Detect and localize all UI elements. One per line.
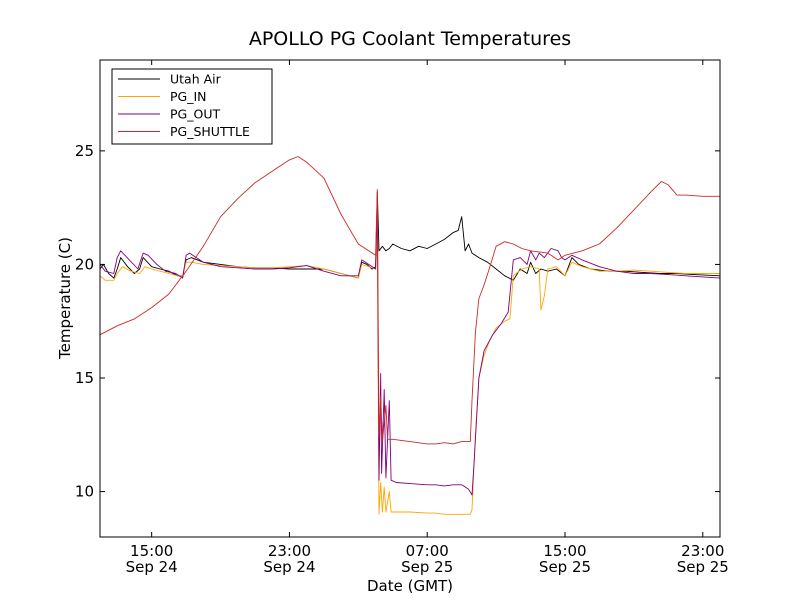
plot-frame [99, 59, 721, 538]
y-tick-label: 10 [75, 483, 94, 501]
legend-label: Utah Air [170, 72, 222, 87]
x-tick-label-time: 15:00 [130, 542, 173, 560]
legend-label: PG_IN [170, 89, 207, 104]
y-axis-ticks: 10 15 20 25 [75, 142, 720, 501]
x-tick-label-date: Sep 25 [401, 558, 453, 576]
y-tick-label: 15 [75, 369, 94, 387]
legend-label: PG_SHUTTLE [170, 124, 250, 139]
x-tick-label-date: Sep 24 [126, 558, 178, 576]
legend-label: PG_OUT [170, 107, 220, 122]
series-layer [99, 156, 721, 515]
y-tick-label: 20 [75, 255, 94, 273]
series-line-pg-shuttle [99, 156, 720, 445]
legend: Utah Air PG_IN PG_OUT PG_SHUTTLE [111, 68, 273, 145]
series-line-pg-in [99, 241, 720, 515]
x-tick-label-date: Sep 24 [263, 558, 315, 576]
x-tick-label-time: 15:00 [543, 542, 586, 560]
x-tick-label-date: Sep 25 [677, 558, 729, 576]
x-tick-label-time: 23:00 [681, 542, 724, 560]
x-tick-label-time: 07:00 [406, 542, 449, 560]
x-axis-label: Date (GMT) [367, 577, 453, 595]
y-tick-label: 25 [75, 142, 94, 160]
x-tick-label-time: 23:00 [268, 542, 311, 560]
chart-title: APOLLO PG Coolant Temperatures [249, 28, 571, 50]
series-line-utah-air [99, 191, 721, 281]
x-tick-label-date: Sep 25 [539, 558, 591, 576]
y-axis-label: Temperature (C) [56, 237, 74, 360]
